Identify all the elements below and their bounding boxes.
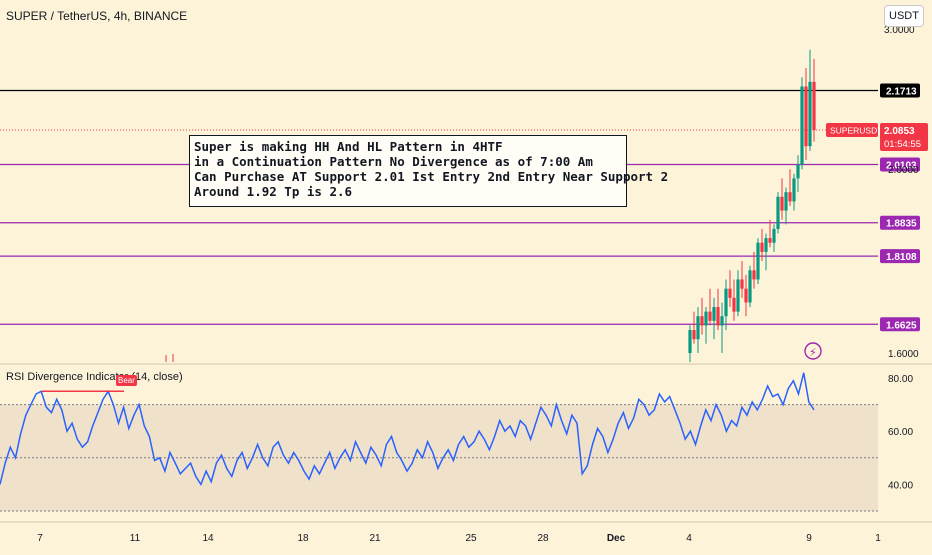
candle-body	[792, 178, 796, 202]
price-tick-label-clipped: 3.0000	[884, 25, 915, 36]
candle-body	[744, 288, 748, 303]
candle-body	[776, 196, 780, 229]
candle-body	[796, 164, 800, 179]
level-price-label: 1.6625	[886, 320, 917, 331]
candle-body	[700, 316, 704, 326]
candle-body	[808, 81, 812, 147]
current-price-tag	[880, 123, 928, 152]
candle-body	[784, 192, 788, 211]
bear-divergence-badge: Bear	[116, 375, 137, 386]
candle-body	[788, 192, 792, 202]
candle-body	[716, 307, 720, 326]
symbol-tag	[826, 123, 878, 138]
time-tick-label: Dec	[607, 533, 626, 544]
level-price-tag	[880, 249, 920, 264]
candle-body	[764, 238, 768, 252]
symbol-tag-label: SUPERUSDT	[830, 126, 882, 136]
level-price-label: 2.0103	[886, 160, 917, 171]
lightning-alert-icon	[804, 342, 822, 360]
level-price-label: 1.8835	[886, 219, 917, 230]
current-price-label: 2.0853	[884, 126, 915, 137]
time-tick-label: 25	[465, 533, 477, 544]
price-tick-label: 2.0000	[888, 165, 919, 176]
candle-body	[748, 270, 752, 303]
chart-title: SUPER / TetherUS, 4h, BINANCE	[6, 9, 188, 23]
rsi-band	[0, 404, 878, 511]
candle-body	[704, 311, 708, 326]
level-price-tag	[880, 215, 920, 230]
candle-body	[692, 330, 696, 340]
rsi-tick-label: 80.00	[888, 374, 913, 385]
candle-body	[736, 279, 740, 312]
rsi-indicator-label[interactable]: RSI Divergence Indicator (14, close)	[6, 371, 183, 383]
candle-body	[724, 288, 728, 317]
candle-body	[756, 242, 760, 280]
candle-body	[732, 297, 736, 312]
level-price-tag	[880, 317, 920, 332]
time-tick-label: 21	[369, 533, 381, 544]
time-tick-label: 4	[686, 533, 692, 544]
time-tick-label: 18	[297, 533, 309, 544]
note-line: Super is making HH And HL Pattern in 4HT…	[194, 139, 503, 154]
lightning-glyph: ⚡	[809, 346, 817, 359]
note-line: Can Purchase AT Support 2.01 Ist Entry 2…	[194, 169, 669, 184]
analysis-note: Super is making HH And HL Pattern in 4HT…	[189, 135, 669, 207]
level-price-label: 1.8108	[886, 252, 917, 263]
note-line: in a Continuation Pattern No Divergence …	[194, 154, 593, 169]
candle-body	[812, 81, 816, 131]
candle-body	[752, 270, 756, 280]
currency-button[interactable]: USDT	[884, 5, 924, 27]
candle-body	[800, 86, 804, 165]
level-price-tag	[880, 157, 920, 172]
level-price-label: 2.1713	[886, 86, 917, 97]
candle-body	[720, 316, 724, 326]
candle-body	[740, 279, 744, 289]
rsi-tick-label: 40.00	[888, 480, 913, 491]
rsi-tick-label: 60.00	[888, 427, 913, 438]
level-price-tag	[880, 83, 920, 98]
time-tick-label: 1	[875, 533, 881, 544]
price-tick-label: 1.6000	[888, 349, 919, 360]
candle-body	[696, 316, 700, 340]
candle-body	[768, 238, 772, 243]
candle-body	[804, 86, 808, 147]
time-tick-label: 11	[130, 533, 141, 544]
candle-body	[760, 242, 764, 252]
candle-body	[728, 288, 732, 298]
candle-body	[780, 196, 784, 211]
time-tick-label: 9	[806, 533, 812, 544]
time-tick-label: 28	[537, 533, 549, 544]
candle-body	[712, 307, 716, 321]
candle-body	[688, 330, 692, 353]
candle-body	[772, 228, 776, 243]
note-line: Around 1.92 Tp is 2.6	[194, 184, 353, 199]
time-tick-label: 14	[202, 533, 214, 544]
rsi-line	[0, 372, 815, 487]
candle-body	[708, 311, 712, 321]
time-tick-label: 7	[37, 533, 43, 544]
countdown-label: 01:54:55	[884, 139, 921, 150]
